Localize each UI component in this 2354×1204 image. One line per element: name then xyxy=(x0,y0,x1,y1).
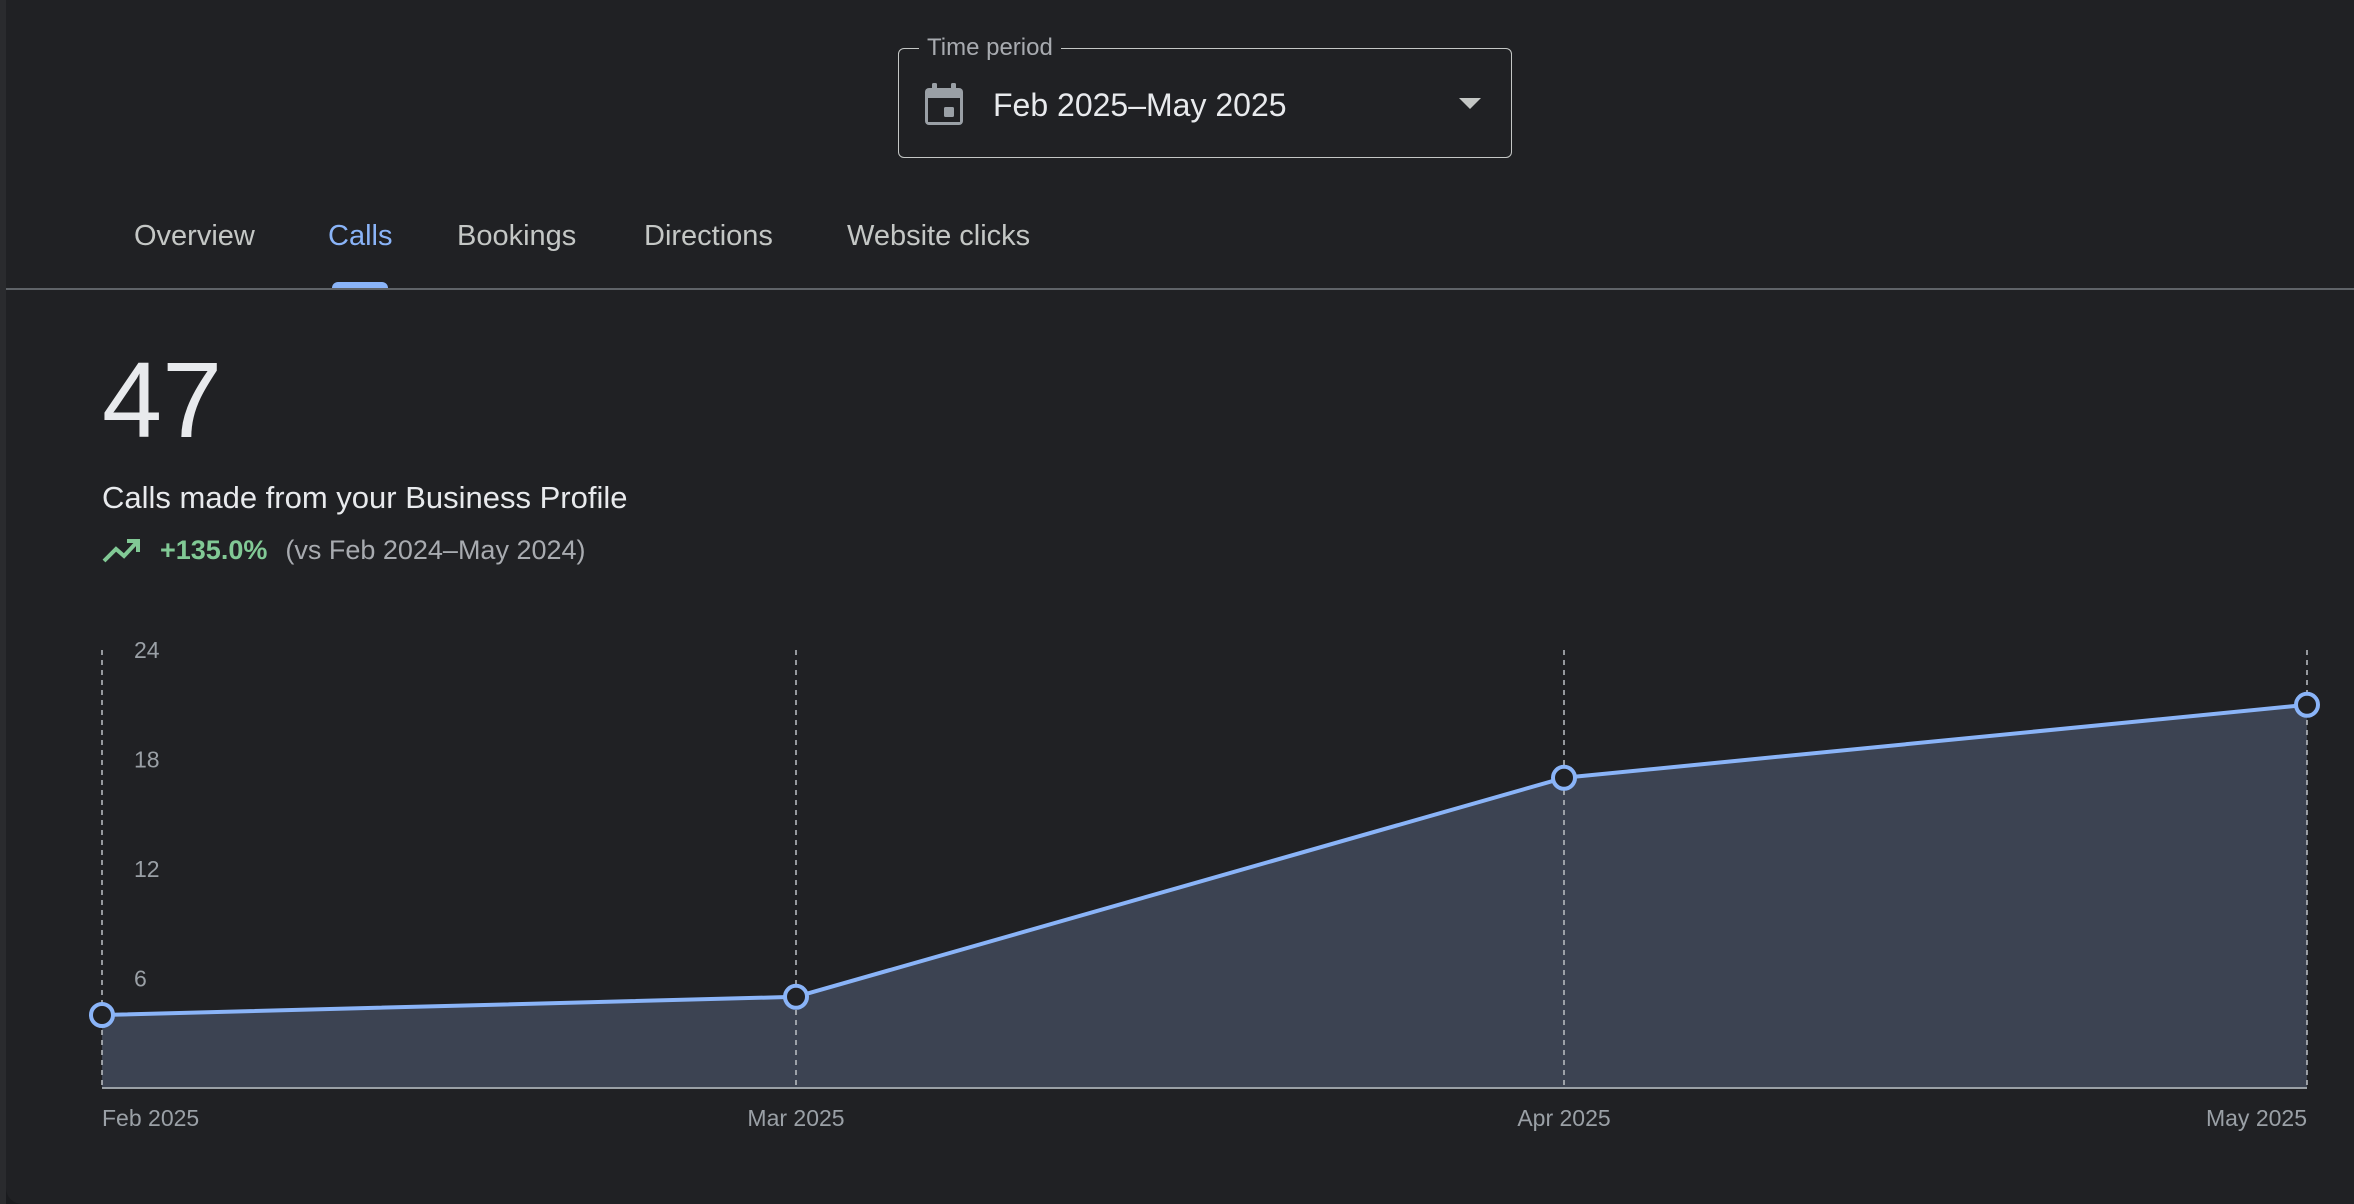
performance-panel: Time period Feb 2025–May 2025 Overview C… xyxy=(6,0,2354,1204)
metric-description: Calls made from your Business Profile xyxy=(102,480,628,515)
metric-trend: +135.0% (vs Feb 2024–May 2024) xyxy=(102,530,586,570)
x-tick-label: Apr 2025 xyxy=(1517,1105,1610,1131)
y-tick-label: 12 xyxy=(134,856,160,882)
x-tick-label: May 2025 xyxy=(2206,1105,2307,1131)
y-tick-label: 24 xyxy=(134,637,160,663)
metric-total: 47 xyxy=(102,339,223,460)
data-point xyxy=(783,983,809,1010)
data-point xyxy=(1551,764,1577,791)
data-point xyxy=(89,1002,115,1028)
x-tick-label: Mar 2025 xyxy=(747,1105,844,1131)
time-period-label: Time period xyxy=(919,33,1061,63)
x-tick-label: Feb 2025 xyxy=(102,1105,199,1131)
data-point xyxy=(2294,691,2320,718)
trend-change: +135.0% xyxy=(160,534,268,565)
y-tick-label: 6 xyxy=(134,966,147,992)
trend-comparison: (vs Feb 2024–May 2024) xyxy=(285,534,586,565)
tab-calls[interactable]: Calls xyxy=(328,220,393,252)
tab-bookings[interactable]: Bookings xyxy=(457,220,577,252)
tab-website-clicks[interactable]: Website clicks xyxy=(847,220,1031,252)
series-line xyxy=(101,702,2308,1017)
active-tab-indicator xyxy=(332,282,388,288)
calls-area-chart: 6 12 18 24 Feb 2025 Mar 2025 Apr 2025 May 2025 xyxy=(89,637,2320,1131)
time-period-select[interactable]: Time period Feb 2025–May 2025 xyxy=(898,33,1512,158)
metric-tabs: Overview Calls Bookings Directions Websi… xyxy=(6,196,2354,290)
area-fill xyxy=(102,704,2307,1088)
tab-overview[interactable]: Overview xyxy=(134,220,255,252)
calendar-icon xyxy=(925,83,963,125)
y-tick-label: 18 xyxy=(134,747,160,773)
time-period-value: Feb 2025–May 2025 xyxy=(993,87,1287,123)
trending-up-icon xyxy=(102,539,140,563)
background-edge xyxy=(0,0,6,1204)
tab-directions[interactable]: Directions xyxy=(644,220,773,252)
chevron-down-icon xyxy=(1459,98,1481,109)
